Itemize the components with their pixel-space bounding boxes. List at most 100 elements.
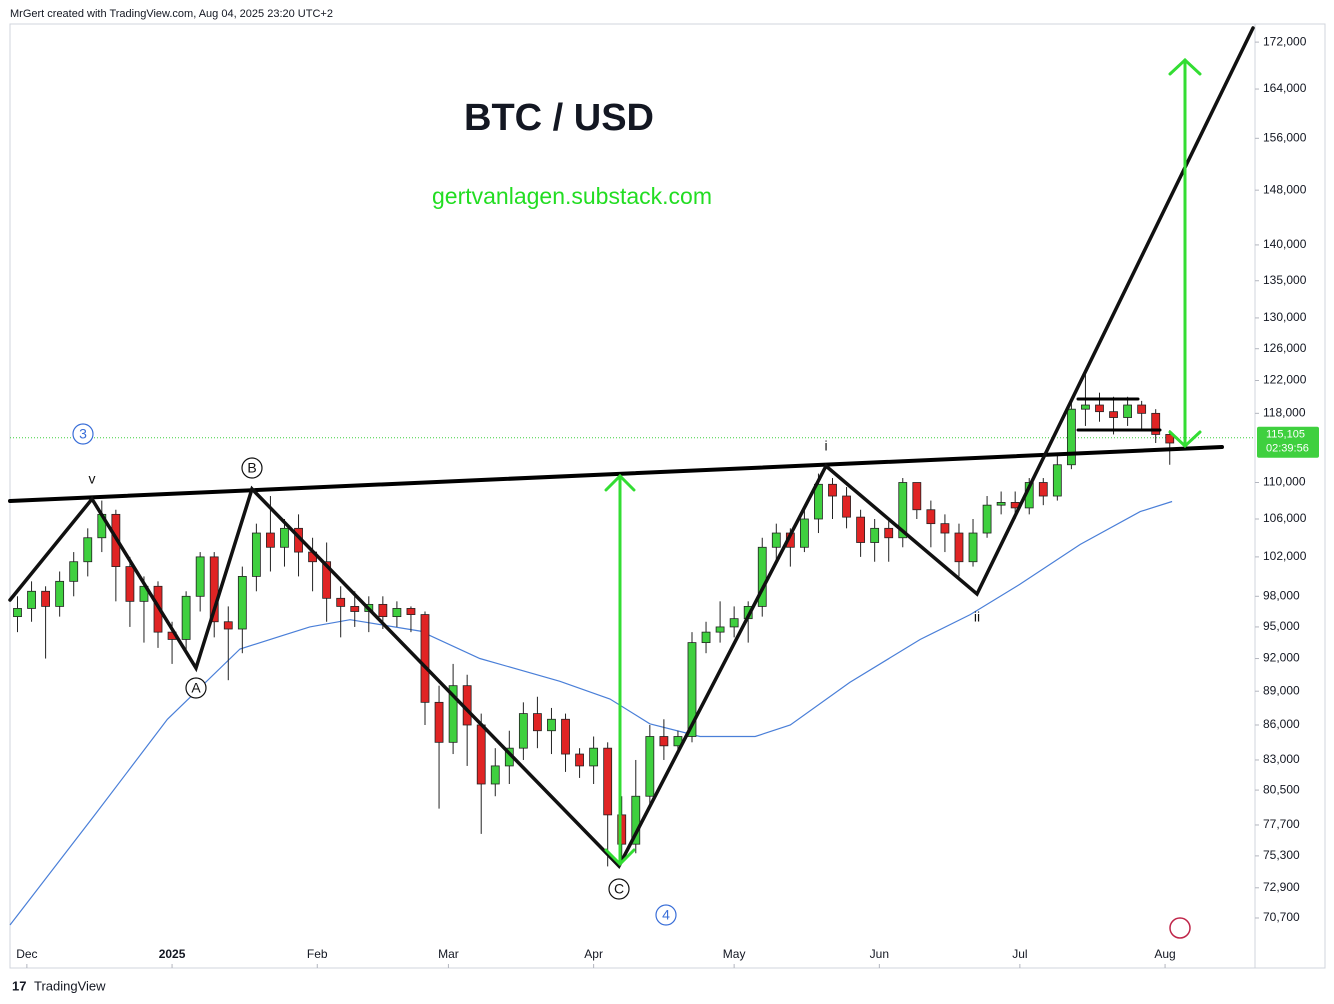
candle-body [209,556,219,623]
candle-body [1066,408,1076,466]
wave-circle [655,904,677,926]
candle-body [1123,404,1132,418]
candle-body [518,713,528,749]
y-tick-label: 130,000 [1263,310,1307,324]
candle-body [968,532,978,563]
wave-circle [608,878,630,900]
candle-body [69,561,79,582]
arrow [604,473,636,867]
wave-circle [72,423,94,445]
candle-body [828,483,837,497]
y-tick-label: 110,000 [1263,475,1306,489]
x-tick-label: May [723,947,746,961]
footer: TradingView [34,978,106,993]
wave-label: ii [974,609,980,625]
candle-body [55,580,65,607]
y-tick-label: 102,000 [1263,549,1307,563]
candle-body [392,608,402,618]
x-tick-label: Jul [1012,947,1027,961]
candle-body [757,546,767,607]
candle-body [195,556,205,597]
y-tick-label: 164,000 [1263,81,1307,95]
candle-body [280,527,289,548]
candle-body [406,608,416,615]
candle-body [884,527,894,539]
trend-line [8,445,1224,503]
y-tick-label: 95,000 [1263,619,1300,633]
y-tick-label: 148,000 [1263,182,1307,196]
candle-body [1095,404,1104,413]
y-tick-label: 92,000 [1263,651,1300,665]
candle-body [1052,464,1062,497]
candle-body [434,701,444,743]
x-tick-label: Feb [307,947,328,961]
wave-label: i [824,438,827,454]
candle-body [251,532,261,577]
wave-circle [185,677,207,699]
x-tick-label: Mar [438,947,459,961]
candle-body [940,523,950,534]
x-tick-label: Jun [870,947,889,961]
candle-body [842,495,851,518]
candle-body [575,753,584,767]
candle-body [687,642,697,737]
candle-body [83,537,93,563]
candle-body [912,482,922,511]
y-tick-label: 86,000 [1263,717,1300,731]
candle-body [1038,482,1048,497]
candle-body [1165,434,1175,444]
candle-body [181,595,191,640]
wave-label: C [614,881,624,897]
candle-body [926,509,936,525]
y-tick-label: 172,000 [1263,34,1307,48]
candle-body [870,527,880,543]
chart-subtitle: gertvanlagen.substack.com [432,183,712,209]
header: MrGert created with TradingView.com, Aug… [10,8,333,20]
candle-body [982,504,992,534]
x-tick-label: Aug [1154,947,1175,961]
price-tag [1257,426,1319,458]
candle-body [223,621,233,630]
candle-body [237,575,247,630]
candle-body [322,561,332,599]
candle-body [266,532,275,548]
moving-average [9,500,1173,926]
candle-body [771,532,781,548]
candle-body [715,626,725,633]
candle-body [533,713,542,732]
x-tick-label: Dec [16,947,37,961]
y-tick-label: 122,000 [1263,373,1307,387]
y-tick-label: 83,000 [1263,752,1300,766]
candle-body [27,590,36,609]
candle-body [996,502,1006,506]
plot [9,372,1255,926]
y-tick-label: 77,700 [1263,817,1300,831]
wave-label: 4 [662,907,670,923]
candle-body [1081,404,1090,410]
candle-body [631,795,641,845]
frame [9,23,1326,969]
y-tick-label: 118,000 [1263,406,1306,420]
x-tick-label: 2025 [159,947,186,961]
wave-label: A [191,680,201,696]
y-tick-label: 89,000 [1263,683,1300,697]
candle-body [701,631,711,644]
candle-body [448,685,458,743]
candle-body [378,603,388,618]
candle-body [13,608,22,618]
y-tick-label: 106,000 [1263,511,1307,525]
candle-body [420,614,430,703]
candle-body [561,718,570,755]
candle-body [490,765,500,785]
drawings [8,26,1255,939]
candle-body [1109,411,1118,418]
x-tick-label: Apr [584,947,603,961]
y-tick-label: 98,000 [1263,588,1300,602]
candle-body [729,618,739,628]
candle-body [800,518,809,548]
logo: 17 [12,978,26,993]
y-tick-label: 135,000 [1263,273,1307,287]
